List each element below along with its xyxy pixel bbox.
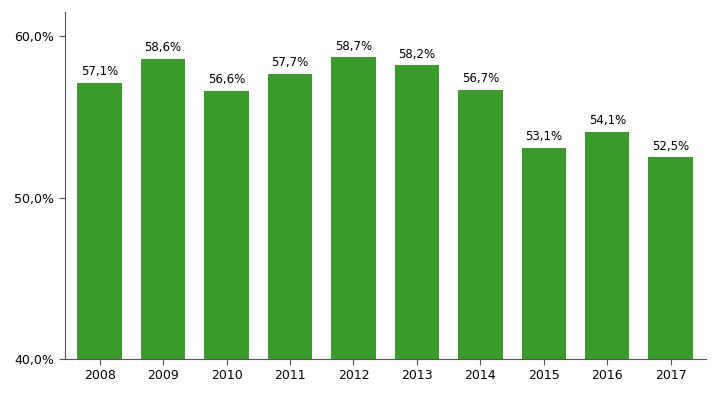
Text: 58,2%: 58,2% (398, 48, 436, 61)
Text: 58,7%: 58,7% (335, 40, 372, 53)
Text: 56,7%: 56,7% (462, 72, 499, 85)
Bar (585, 132, 629, 359)
Text: 57,1%: 57,1% (81, 65, 118, 78)
Text: 53,1%: 53,1% (526, 130, 562, 143)
Bar (268, 73, 312, 359)
Bar (395, 65, 439, 359)
Text: 57,7%: 57,7% (271, 56, 309, 69)
Bar (649, 157, 693, 359)
Bar (521, 148, 566, 359)
Text: 52,5%: 52,5% (652, 140, 689, 153)
Bar (78, 83, 122, 359)
Text: 58,6%: 58,6% (145, 41, 181, 54)
Bar (141, 59, 185, 359)
Text: 56,6%: 56,6% (208, 73, 246, 86)
Text: 54,1%: 54,1% (589, 114, 626, 127)
Bar (204, 91, 249, 359)
Bar (331, 58, 376, 359)
Bar (458, 90, 503, 359)
